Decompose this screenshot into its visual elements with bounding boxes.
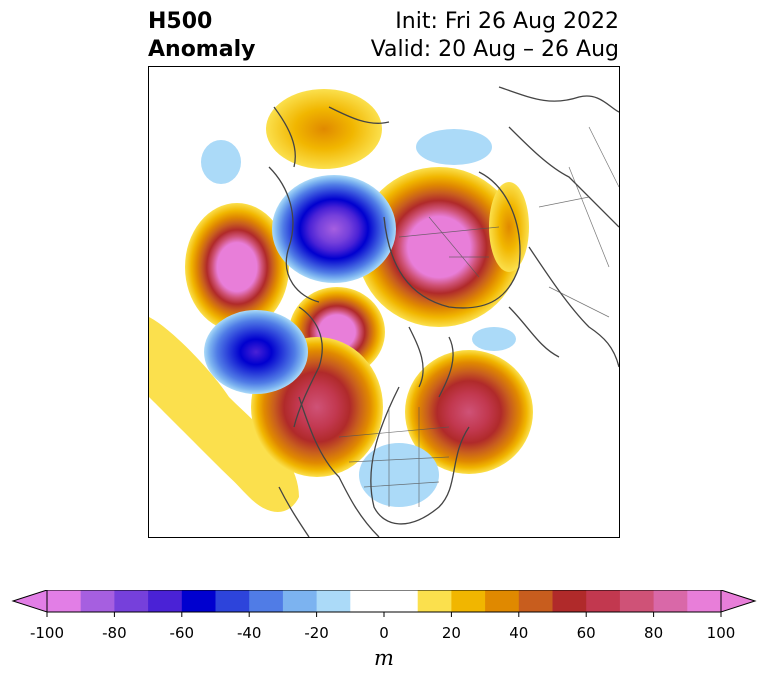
political-borders xyxy=(338,126,619,507)
colorbar-tick-label: 60 xyxy=(576,624,596,642)
colorbar-segment xyxy=(619,590,655,612)
anomaly-center-gulf-alaska xyxy=(204,310,308,394)
colorbar-segment xyxy=(451,590,486,612)
colorbar-tick-label: -20 xyxy=(304,624,329,642)
colorbar-segment xyxy=(181,590,216,612)
coastlines xyxy=(268,86,619,537)
anomaly-center-eastern-canada xyxy=(405,350,533,474)
colorbar-segment xyxy=(350,590,385,612)
map-date-block: Init: Fri 26 Aug 2022 Valid: 20 Aug – 26… xyxy=(371,8,619,64)
colorbar-segment xyxy=(586,590,621,612)
colorbar-tick-label: 80 xyxy=(644,624,664,642)
colorbar-unit-label: m xyxy=(374,646,394,670)
colorbar-tick-label: 0 xyxy=(379,624,389,642)
colorbar-segment xyxy=(518,590,553,612)
colorbar-extend-low xyxy=(11,590,48,613)
colorbar-segment xyxy=(316,590,351,612)
anomaly-region-arctic-ocean xyxy=(416,129,492,165)
colorbar-segment xyxy=(384,590,419,612)
colorbar-segment xyxy=(215,590,250,612)
colorbar-segment xyxy=(687,590,722,612)
colorbar-tick-label: 100 xyxy=(706,624,736,642)
colorbar-extend-high xyxy=(720,590,757,613)
colorbar-segment xyxy=(552,590,587,612)
map-title-block: H500 Anomaly xyxy=(148,8,255,64)
colorbar-segment xyxy=(417,590,452,612)
map-title-variable: H500 xyxy=(148,9,213,34)
map-title-type: Anomaly xyxy=(148,37,256,62)
colorbar-tick-label: -80 xyxy=(102,624,127,642)
valid-date-label: Valid: 20 Aug – 26 Aug xyxy=(370,37,619,62)
anomaly-map xyxy=(148,66,620,538)
anomaly-region-north-pacific xyxy=(201,140,241,184)
colorbar-segment xyxy=(114,590,149,612)
colorbar-segment xyxy=(485,590,520,612)
anomaly-center-siberia xyxy=(357,167,521,327)
colorbar xyxy=(11,590,757,617)
colorbar-tick-label: 40 xyxy=(509,624,529,642)
anomaly-center-beaufort xyxy=(272,175,396,283)
anomaly-region-europe xyxy=(472,327,516,351)
colorbar-tick-label: -60 xyxy=(169,624,195,642)
colorbar-tick-label: -100 xyxy=(29,624,65,642)
colorbar-tick-label: 20 xyxy=(441,624,461,642)
colorbar-segment xyxy=(249,590,284,612)
anomaly-region-atlantic xyxy=(489,182,529,272)
colorbar-tick-label: -40 xyxy=(236,624,262,642)
colorbar-segment xyxy=(653,590,688,612)
anomaly-center-bering xyxy=(185,203,289,331)
colorbar-segment xyxy=(148,590,183,612)
anomaly-center-greenland xyxy=(266,89,382,169)
init-date-label: Init: Fri 26 Aug 2022 xyxy=(395,9,619,34)
colorbar-segment xyxy=(47,590,82,612)
colorbar-segment xyxy=(282,590,318,612)
colorbar-segment xyxy=(80,590,115,612)
anomaly-region-pacific-positive xyxy=(149,377,286,509)
